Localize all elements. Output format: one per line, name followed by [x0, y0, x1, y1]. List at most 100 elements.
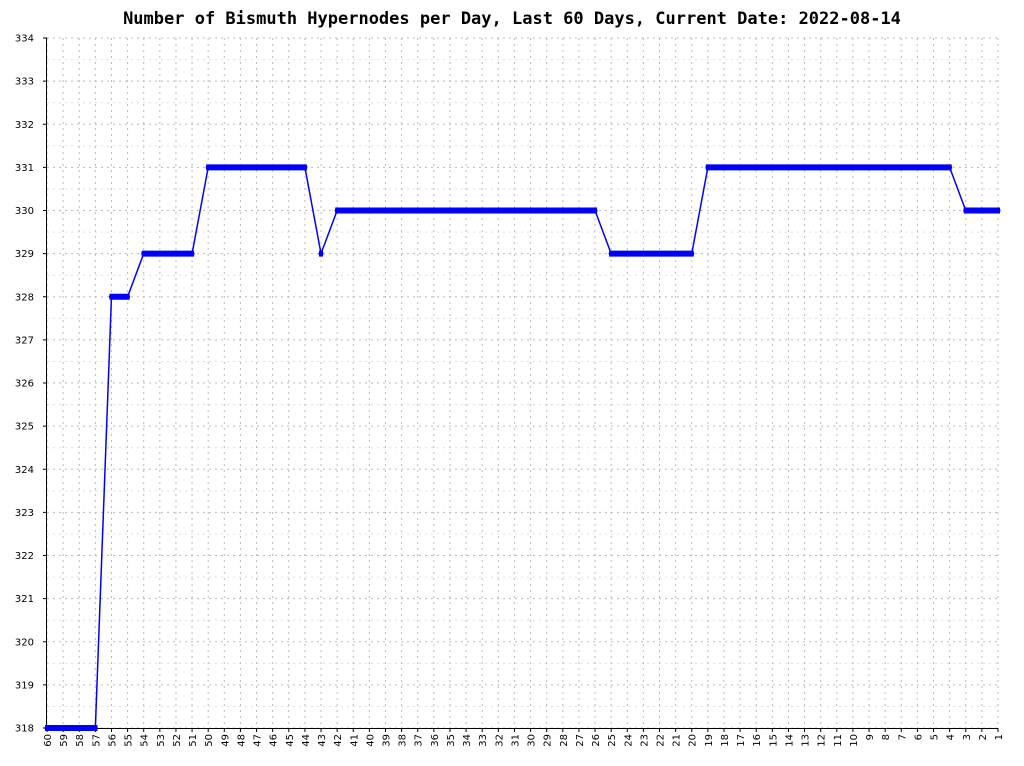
- x-tick-label: 8: [881, 734, 892, 740]
- data-point: [221, 164, 227, 170]
- x-tick-label: 60: [43, 734, 54, 747]
- data-point: [366, 208, 372, 213]
- x-tick-label: 45: [285, 734, 296, 747]
- data-point: [463, 208, 469, 213]
- x-tick-label: 56: [107, 734, 118, 747]
- x-tick-label: 44: [301, 734, 312, 747]
- data-point: [431, 208, 437, 213]
- x-tick-label: 52: [172, 734, 183, 747]
- data-point: [914, 164, 920, 170]
- data-point: [834, 164, 840, 170]
- x-tick-label: 57: [91, 734, 102, 747]
- series-line: [44, 164, 1001, 731]
- x-tick-label: 49: [220, 734, 231, 747]
- x-tick-label: 38: [398, 734, 409, 747]
- x-tick-label: 22: [656, 734, 667, 747]
- data-point: [802, 164, 808, 170]
- data-point: [640, 251, 646, 257]
- x-tick-label: 20: [688, 734, 699, 747]
- data-point: [785, 164, 791, 170]
- data-point: [415, 208, 421, 213]
- data-point: [76, 725, 82, 731]
- x-tick-label: 35: [446, 734, 457, 747]
- x-tick-label: 55: [124, 734, 135, 747]
- data-point: [350, 208, 356, 213]
- y-tick-label: 324: [15, 465, 34, 476]
- x-tick-label: 42: [333, 734, 344, 747]
- x-tick-label: 53: [156, 734, 167, 747]
- x-tick-label: 40: [365, 734, 376, 747]
- data-point: [592, 208, 598, 213]
- data-point: [511, 208, 517, 213]
- data-point: [189, 251, 195, 257]
- x-tick-label: 50: [204, 734, 215, 747]
- x-tick-label: 19: [704, 734, 715, 747]
- data-point: [125, 294, 131, 300]
- y-tick-label: 333: [15, 77, 34, 88]
- y-tick-label: 325: [15, 422, 34, 433]
- x-tick-label: 23: [639, 734, 650, 747]
- x-tick-label: 51: [188, 734, 199, 747]
- x-tick-label: 2: [978, 734, 989, 740]
- x-tick-label: 10: [849, 734, 860, 747]
- y-tick-label: 328: [15, 292, 34, 303]
- y-tick-labels: 318 319 320 321 322 323 324 325 326 327 328 329 330 3…: [15, 34, 34, 735]
- y-tick-label: 327: [15, 335, 34, 346]
- x-tick-label: 1: [994, 734, 1005, 740]
- data-point: [382, 208, 388, 213]
- data-point: [44, 725, 50, 731]
- data-point: [447, 208, 453, 213]
- data-point: [866, 164, 872, 170]
- x-tick-label: 15: [768, 734, 779, 747]
- data-point: [237, 164, 243, 170]
- y-tick-label: 332: [15, 120, 34, 131]
- x-tick-label: 25: [607, 734, 618, 747]
- x-tick-labels: 60 59 58 57 56 55 54 53 52 51 50 49 48 47 46 45 44 43 42 41…: [43, 734, 1005, 747]
- x-tick-label: 30: [527, 734, 538, 747]
- x-tick-label: 29: [543, 734, 554, 747]
- data-point: [624, 251, 630, 257]
- x-tick-label: 33: [478, 734, 489, 747]
- x-tick-label: 26: [591, 734, 602, 747]
- x-tick-label: 48: [236, 734, 247, 747]
- x-tick-label: 46: [269, 734, 280, 747]
- x-tick-label: 39: [381, 734, 392, 747]
- y-tick-label: 334: [15, 34, 34, 45]
- x-tick-label: 4: [946, 734, 957, 740]
- data-point: [769, 164, 775, 170]
- x-tick-label: 3: [962, 734, 973, 740]
- y-tick-label: 330: [15, 206, 34, 217]
- data-point: [302, 164, 308, 170]
- data-point: [705, 164, 711, 170]
- y-tick-label: 329: [15, 249, 34, 260]
- x-tick-label: 7: [897, 734, 908, 740]
- x-tick-label: 36: [430, 734, 441, 747]
- data-point: [737, 164, 743, 170]
- data-point: [818, 164, 824, 170]
- data-point: [560, 208, 566, 213]
- data-point: [979, 208, 985, 213]
- data-point: [673, 251, 679, 257]
- x-tick-label: 5: [930, 734, 941, 740]
- y-tick-label: 321: [15, 594, 34, 605]
- y-tick-label: 326: [15, 379, 34, 390]
- data-point: [963, 208, 969, 213]
- data-point: [286, 164, 292, 170]
- data-point: [270, 164, 276, 170]
- data-point: [544, 208, 550, 213]
- y-tick-label: 331: [15, 163, 34, 174]
- y-tick-label: 323: [15, 508, 34, 519]
- data-point: [108, 294, 114, 300]
- data-point: [495, 208, 501, 213]
- data-point: [721, 164, 727, 170]
- x-tick-label: 24: [623, 734, 634, 747]
- data-point: [608, 251, 614, 257]
- data-point: [947, 164, 953, 170]
- data-point: [173, 251, 179, 257]
- chart-title: Number of Bismuth Hypernodes per Day, La…: [123, 9, 901, 29]
- x-tick-label: 18: [720, 734, 731, 747]
- y-tick-label: 318: [15, 724, 34, 735]
- x-tick-label: 27: [575, 734, 586, 747]
- data-point: [334, 208, 340, 213]
